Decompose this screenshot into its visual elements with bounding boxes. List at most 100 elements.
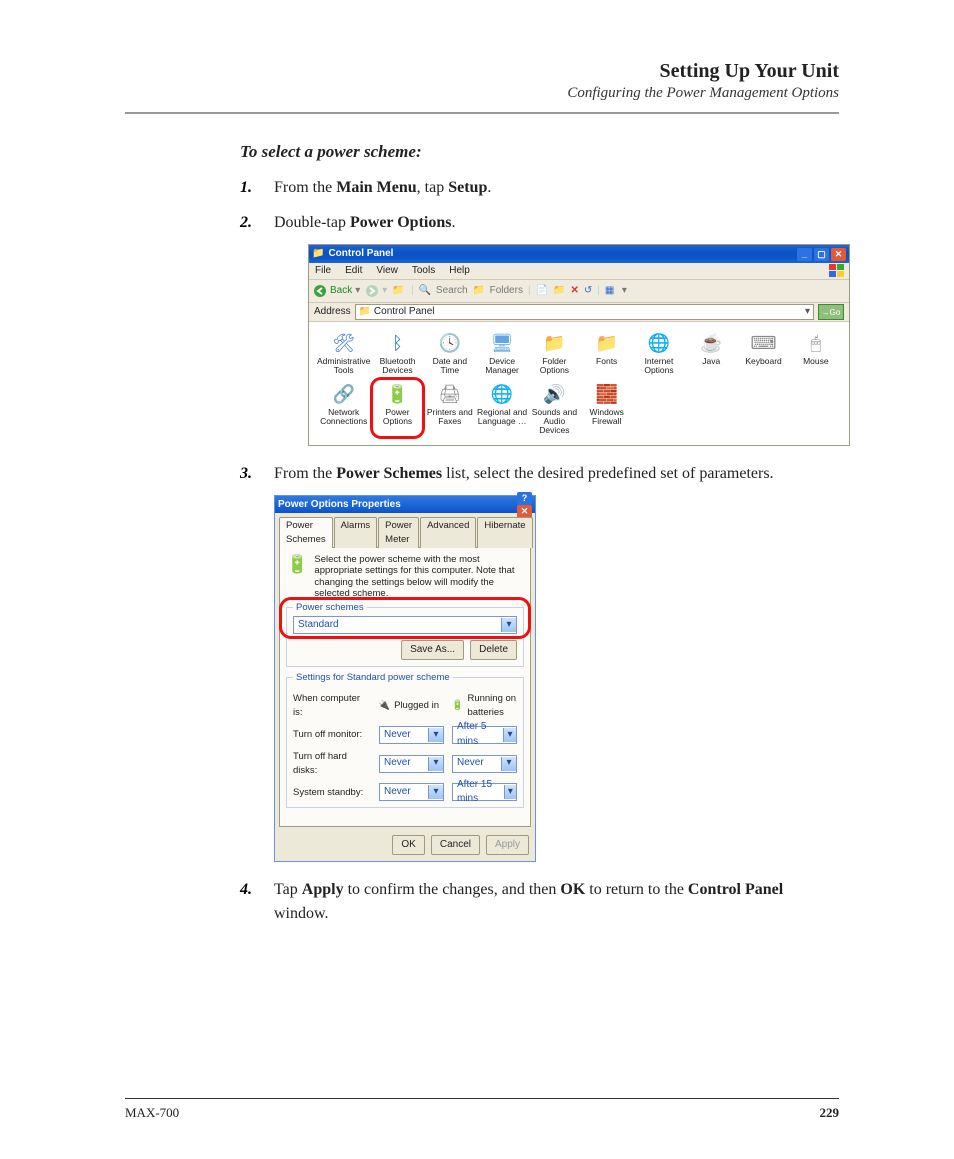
page: Setting Up Your Unit Configuring the Pow…: [0, 0, 954, 1159]
settings-row: Turn off hard disks:Never▾Never▾: [293, 750, 517, 778]
go-button[interactable]: → Go: [818, 304, 844, 320]
help-button[interactable]: ?: [517, 492, 532, 505]
views-button[interactable]: ▦▾: [605, 284, 627, 299]
tab-power-meter[interactable]: Power Meter: [378, 517, 419, 548]
control-panel-item[interactable]: 🔊Sounds and Audio Devices: [529, 379, 579, 437]
plug-icon: 🔌: [378, 699, 390, 713]
back-button[interactable]: Back▾: [313, 284, 360, 299]
menu-file[interactable]: File: [315, 264, 331, 279]
close-button[interactable]: ✕: [517, 505, 532, 518]
control-panel-item[interactable]: 🔗Network Connections: [317, 379, 370, 437]
control-panel-item[interactable]: ᛒBluetooth Devices: [372, 328, 422, 377]
control-panel-item[interactable]: 🛠Administrative Tools: [317, 328, 370, 377]
dialog-titlebar[interactable]: Power Options Properties ? ✕: [275, 496, 535, 513]
menu-view[interactable]: View: [376, 264, 398, 279]
battery-header: 🔋Running on batteries: [452, 692, 517, 720]
control-panel-grid: 🛠Administrative ToolsᛒBluetooth Devices🕓…: [317, 328, 841, 437]
forward-button[interactable]: ▾: [365, 284, 387, 299]
screenshot-control-panel: 📁Control Panel _ ▢ ✕ File Edit View: [308, 244, 839, 446]
control-panel-item[interactable]: 🧱Windows Firewall: [582, 379, 632, 437]
chevron-down-icon: ▾: [428, 728, 443, 742]
toolbar-icon[interactable]: 📄: [536, 284, 548, 299]
item-icon: 🌐: [487, 381, 517, 407]
ac-select[interactable]: Never▾: [379, 755, 444, 773]
control-panel-item[interactable]: 🌐Internet Options: [634, 328, 684, 377]
fieldset-settings: Settings for Standard power scheme When …: [286, 677, 524, 808]
control-panel-item[interactable]: 🖱Mouse: [791, 328, 841, 377]
maximize-button[interactable]: ▢: [814, 248, 829, 261]
dc-select[interactable]: After 5 mins▾: [452, 726, 517, 744]
address-bar: Address 📁 Control Panel ▾ → Go: [309, 303, 849, 322]
close-button[interactable]: ✕: [831, 248, 846, 261]
footer-rule: [125, 1098, 839, 1099]
windows-flag-icon: [829, 264, 845, 277]
control-panel-item[interactable]: ☕Java: [686, 328, 736, 377]
window-title: 📁Control Panel: [312, 247, 393, 262]
item-label: Bluetooth Devices: [372, 357, 422, 375]
control-panel-item[interactable]: 🖨Printers and Faxes: [425, 379, 475, 437]
lead-heading: To select a power scheme:: [240, 142, 839, 162]
control-panel-item[interactable]: 🕓Date and Time: [425, 328, 475, 377]
toolbar: Back▾ ▾ 📁 | 🔍Search 📁Folders | 📄 📁 ✕ ↺ |: [309, 280, 849, 303]
footer: MAX-700 229: [125, 1105, 839, 1121]
page-number: 229: [820, 1105, 840, 1121]
legend: Power schemes: [293, 601, 367, 615]
address-input[interactable]: 📁 Control Panel ▾: [355, 304, 814, 320]
menu-help[interactable]: Help: [449, 264, 470, 279]
step-number: 4.: [240, 878, 252, 901]
control-panel-item[interactable]: 🖥Device Manager: [477, 328, 527, 377]
item-label: Sounds and Audio Devices: [529, 408, 579, 435]
window-titlebar[interactable]: 📁Control Panel _ ▢ ✕: [309, 245, 849, 263]
menu-edit[interactable]: Edit: [345, 264, 362, 279]
save-as-button[interactable]: Save As...: [401, 640, 464, 660]
item-icon: 🧱: [592, 381, 622, 407]
item-label: Network Connections: [317, 408, 370, 426]
dialog-buttons: OK Cancel Apply: [275, 831, 535, 861]
minimize-button[interactable]: _: [797, 248, 812, 261]
cancel-button[interactable]: Cancel: [431, 835, 480, 855]
tab-power-schemes[interactable]: Power Schemes: [279, 517, 333, 548]
delete-icon[interactable]: ✕: [570, 284, 578, 299]
apply-button[interactable]: Apply: [486, 835, 529, 855]
chevron-down-icon: ▾: [501, 757, 516, 771]
control-panel-window: 📁Control Panel _ ▢ ✕ File Edit View: [308, 244, 850, 446]
item-label: Internet Options: [634, 357, 684, 375]
control-panel-item[interactable]: ⌨Keyboard: [738, 328, 788, 377]
step-text: From the Power Schemes list, select the …: [274, 465, 774, 482]
item-icon: 🔊: [539, 381, 569, 407]
settings-row: Turn off monitor:Never▾After 5 mins▾: [293, 726, 517, 744]
row-label: System standby:: [293, 786, 371, 800]
dc-select[interactable]: After 15 mins▾: [452, 783, 517, 801]
up-button[interactable]: 📁: [392, 284, 406, 298]
undo-icon[interactable]: ↺: [584, 284, 592, 299]
step-text: Tap Apply to confirm the changes, and th…: [274, 881, 783, 921]
tab-pane-power-schemes: 🔋 Select the power scheme with the most …: [279, 547, 531, 828]
ac-select[interactable]: Never▾: [379, 783, 444, 801]
ac-select[interactable]: Never▾: [379, 726, 444, 744]
item-label: Device Manager: [477, 357, 527, 375]
delete-button[interactable]: Delete: [470, 640, 517, 660]
tab-alarms[interactable]: Alarms: [334, 517, 378, 548]
dialog-title: Power Options Properties: [278, 498, 401, 513]
control-panel-item[interactable]: 🔋Power Options: [372, 379, 422, 437]
ok-button[interactable]: OK: [392, 835, 424, 855]
item-icon: 📁: [592, 330, 622, 356]
item-icon: 🔗: [329, 381, 359, 407]
item-label: Printers and Faxes: [425, 408, 475, 426]
control-panel-item[interactable]: 🌐Regional and Language …: [477, 379, 527, 437]
step-1: 1. From the Main Menu, tap Setup.: [240, 176, 839, 199]
menu-tools[interactable]: Tools: [412, 264, 435, 279]
step-text: From the Main Menu, tap Setup.: [274, 179, 491, 196]
step-2: 2. Double-tap Power Options. 📁Control Pa…: [240, 211, 839, 446]
tab-hibernate[interactable]: Hibernate: [477, 517, 532, 548]
tab-advanced[interactable]: Advanced: [420, 517, 476, 548]
control-panel-item[interactable]: 📁Folder Options: [529, 328, 579, 377]
folders-button[interactable]: 📁Folders: [473, 284, 523, 299]
chevron-down-icon: ▾: [504, 785, 516, 799]
search-button[interactable]: 🔍Search: [419, 284, 468, 299]
power-scheme-select[interactable]: Standard ▾: [293, 616, 517, 634]
control-panel-item[interactable]: 📁Fonts: [582, 328, 632, 377]
description: 🔋 Select the power scheme with the most …: [286, 554, 524, 600]
dc-select[interactable]: Never▾: [452, 755, 517, 773]
toolbar-icon[interactable]: 📁: [553, 284, 565, 299]
